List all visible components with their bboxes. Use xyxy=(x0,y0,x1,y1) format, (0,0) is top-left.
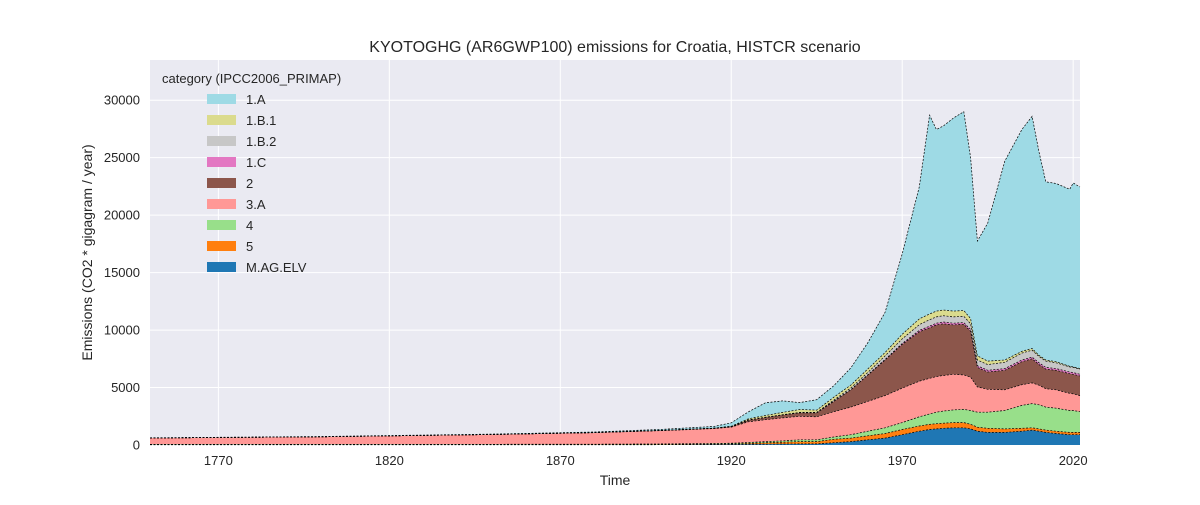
x-axis-ticks: 1770 1820 1870 1920 1970 2020 xyxy=(204,453,1088,468)
total-line-5 xyxy=(150,422,1080,446)
area-2 xyxy=(150,323,1080,438)
legend-label-1-b-1: 1.B.1 xyxy=(246,113,276,128)
total-line-1-b-1 xyxy=(149,309,1081,439)
area-m-ag-elv xyxy=(150,427,1080,445)
y-tick-label: 5000 xyxy=(111,380,140,395)
y-tick-label: 25000 xyxy=(104,150,140,165)
x-axis-label: Time xyxy=(600,472,631,488)
legend-swatch-3-a xyxy=(207,199,236,209)
legend-swatch-m-ag-elv xyxy=(207,262,236,272)
legend-swatch-5 xyxy=(207,241,236,251)
total-lines xyxy=(149,111,1081,446)
x-tick-label: 2020 xyxy=(1059,453,1088,468)
y-tick-label: 0 xyxy=(133,438,140,453)
legend: category (IPCC2006_PRIMAP) 1.A 1.B.1 1.B.2… xyxy=(162,71,341,275)
legend-swatch-1-b-1 xyxy=(207,115,236,125)
y-tick-label: 20000 xyxy=(104,208,140,223)
legend-label-2: 2 xyxy=(246,176,253,191)
y-axis-ticks: 0 5000 10000 15000 20000 25000 30000 xyxy=(104,93,140,453)
total-line-3-a xyxy=(149,373,1081,439)
legend-title: category (IPCC2006_PRIMAP) xyxy=(162,71,341,86)
area-3-a xyxy=(150,374,1080,445)
legend-label-1-c: 1.C xyxy=(246,155,266,170)
total-line-1-a xyxy=(149,111,1081,439)
y-tick-label: 10000 xyxy=(104,323,140,338)
area-5 xyxy=(150,422,1080,445)
chart-title: KYOTOGHG (AR6GWP100) emissions for Croat… xyxy=(369,39,860,56)
legend-swatch-4 xyxy=(207,220,236,230)
legend-swatch-2 xyxy=(207,178,236,188)
total-line-m-ag-elv xyxy=(150,427,1080,446)
x-tick-label: 1770 xyxy=(204,453,233,468)
area-series xyxy=(150,111,1080,445)
legend-label-1-a: 1.A xyxy=(246,92,266,107)
y-tick-label: 15000 xyxy=(104,265,140,280)
legend-swatch-1-b-2 xyxy=(207,136,236,146)
total-line-4 xyxy=(150,403,1081,445)
legend-label-5: 5 xyxy=(246,239,253,254)
legend-label-4: 4 xyxy=(246,218,253,233)
x-tick-label: 1970 xyxy=(888,453,917,468)
x-tick-label: 1820 xyxy=(375,453,404,468)
legend-swatch-1-c xyxy=(207,157,236,167)
y-axis-label: Emissions (CO2 * gigagram / year) xyxy=(79,144,95,360)
y-tick-label: 30000 xyxy=(104,93,140,108)
x-tick-label: 1870 xyxy=(546,453,575,468)
x-tick-label: 1920 xyxy=(717,453,746,468)
legend-label-1-b-2: 1.B.2 xyxy=(246,134,276,149)
legend-swatch-1-a xyxy=(207,94,236,104)
legend-label-m-ag-elv: M.AG.ELV xyxy=(246,260,307,275)
legend-label-3-a: 3.A xyxy=(246,197,266,212)
